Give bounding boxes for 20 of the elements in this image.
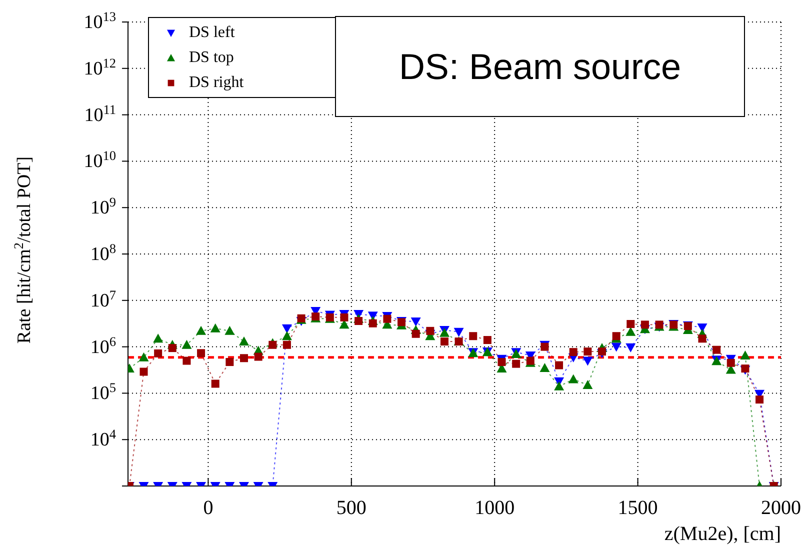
y-tick-label: 10$^{7}$ [90, 286, 116, 312]
legend-label: DS top [189, 48, 234, 66]
x-tick-label: 500 [336, 497, 366, 519]
x-tick-label: 1500 [618, 497, 658, 519]
y-tick-label: 10$^{6}$ [90, 333, 116, 358]
y-tick-label: 10$^{8}$ [90, 240, 116, 265]
y-tick-label: 10$^{4}$ [90, 426, 116, 451]
y-tick-label: 10$^{5}$ [90, 380, 116, 404]
y-tick-label: 10$^{10}$ [84, 148, 116, 172]
y-tick-label: 10$^{13}$ [84, 8, 116, 33]
y-tick-label: 10$^{11}$ [84, 101, 116, 126]
legend-label: DS right [189, 74, 244, 92]
y-tick-label: 10$^{12}$ [84, 54, 116, 80]
x-tick-label: 0 [203, 497, 214, 519]
y-tick-label: 10$^{9}$ [90, 194, 116, 219]
text-box: DS: Beam source [335, 16, 745, 117]
legend-label: DS left [189, 24, 235, 42]
x-tick-label: 2000 [761, 497, 801, 519]
x-tick-label: 1000 [474, 497, 515, 519]
x-axis-title: z(Mu2e), [cm] [664, 523, 781, 545]
